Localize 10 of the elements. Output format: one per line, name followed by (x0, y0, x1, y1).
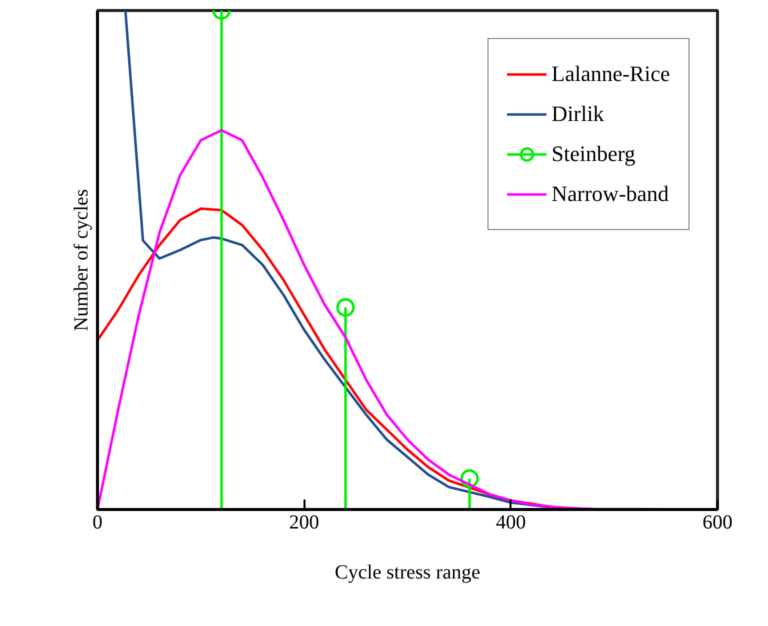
y-axis-title: Number of cycles (70, 188, 92, 332)
x-tick-label: 200 (289, 512, 320, 534)
x-tick-label: 0 (92, 512, 102, 534)
legend-label: Narrow-band (552, 180, 669, 208)
legend-label: Lalanne-Rice (552, 60, 670, 88)
x-axis-title: Cycle stress range (334, 562, 480, 584)
x-tick-label: 400 (496, 512, 526, 534)
x-tick-label: 600 (702, 512, 732, 534)
legend-label: Dirlik (552, 100, 604, 128)
legend-label: Steinberg (552, 140, 636, 168)
